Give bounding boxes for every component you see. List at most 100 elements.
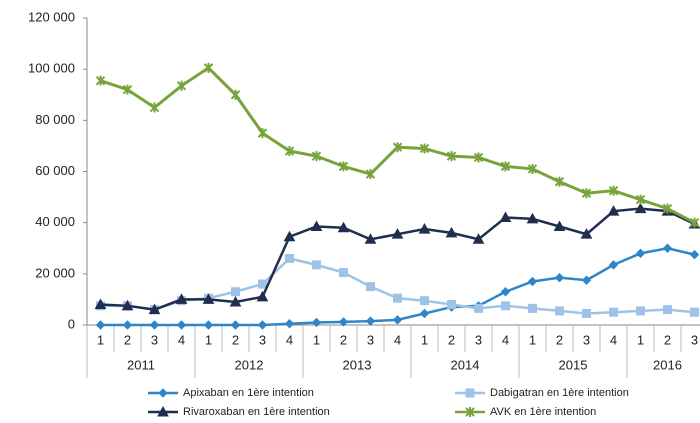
marker <box>230 320 241 330</box>
marker <box>149 102 160 113</box>
chart-body: 0 20 000 40 000 60 000 80 000 100 000 120 000 1… <box>28 9 700 418</box>
x-tick-label: 4 <box>178 332 185 347</box>
marker <box>230 89 241 100</box>
marker <box>338 317 349 327</box>
marker <box>553 220 566 232</box>
marker <box>500 287 511 297</box>
marker <box>581 275 592 285</box>
year-label: 2015 <box>559 357 588 372</box>
series-line <box>100 257 695 315</box>
x-tick-label: 3 <box>367 332 374 347</box>
marker <box>365 169 376 180</box>
marker <box>121 299 134 311</box>
y-tick-label: 100 000 <box>28 61 75 76</box>
marker <box>337 221 350 233</box>
marker <box>148 303 161 315</box>
marker <box>419 143 430 154</box>
marker <box>465 407 475 417</box>
marker <box>285 253 294 263</box>
marker <box>500 161 511 172</box>
marker <box>635 248 646 259</box>
marker <box>446 151 457 162</box>
x-tick-label: 1 <box>529 332 536 347</box>
marker <box>690 307 699 317</box>
marker <box>149 320 160 330</box>
x-tick-label: 2 <box>124 332 131 347</box>
year-label: 2016 <box>653 357 682 372</box>
marker <box>339 268 348 278</box>
marker <box>608 260 619 270</box>
marker <box>94 298 107 310</box>
marker <box>526 212 539 224</box>
marker <box>258 279 267 289</box>
marker <box>311 317 322 328</box>
marker <box>609 307 618 317</box>
marker <box>608 185 619 196</box>
marker <box>418 223 431 234</box>
x-tick-label: 2 <box>232 332 239 347</box>
marker <box>555 306 564 316</box>
marker <box>582 308 591 318</box>
marker <box>366 282 375 292</box>
y-tick-label: 0 <box>68 316 75 331</box>
x-tick-label: 1 <box>421 332 428 347</box>
marker <box>635 194 646 205</box>
marker <box>122 84 133 95</box>
marker <box>311 151 322 162</box>
x-tick-label: 2 <box>556 332 563 347</box>
x-tick-label: 2 <box>664 332 671 347</box>
marker <box>158 388 168 398</box>
marker <box>473 152 484 163</box>
marker <box>465 388 475 398</box>
marker <box>122 320 133 330</box>
marker <box>283 230 296 242</box>
marker <box>176 320 187 330</box>
y-tick-label: 80 000 <box>35 112 75 127</box>
x-tick-label: 2 <box>448 332 455 347</box>
marker <box>419 308 430 319</box>
marker <box>445 226 458 238</box>
marker <box>393 293 402 303</box>
marker <box>662 203 673 214</box>
year-label: 2013 <box>343 357 372 372</box>
marker <box>636 306 645 316</box>
marker <box>662 243 673 253</box>
legend-label: Apixaban en 1ère intention <box>183 387 314 399</box>
marker <box>527 163 538 174</box>
marker <box>474 303 483 313</box>
x-tick-label: 4 <box>502 332 509 347</box>
marker <box>310 220 323 232</box>
marker <box>392 315 403 325</box>
marker <box>175 293 188 304</box>
marker <box>554 176 565 187</box>
marker <box>203 320 214 330</box>
y-tick-label: 120 000 <box>28 9 75 24</box>
marker <box>256 290 269 302</box>
marker <box>257 320 268 330</box>
marker <box>203 62 214 73</box>
marker <box>391 228 404 239</box>
marker <box>499 211 512 223</box>
marker <box>580 228 593 239</box>
marker <box>689 217 700 228</box>
marker <box>634 202 647 214</box>
marker <box>472 233 485 244</box>
year-label: 2012 <box>235 357 264 372</box>
marker <box>663 305 672 315</box>
year-label: 2014 <box>451 357 480 372</box>
marker <box>392 142 403 153</box>
marker <box>528 303 537 313</box>
marker <box>447 300 456 310</box>
marker <box>312 260 321 270</box>
legend-label: AVK en 1ère intention <box>490 406 596 418</box>
marker <box>257 128 268 139</box>
marker <box>527 276 538 287</box>
year-label: 2011 <box>127 357 155 372</box>
legend-label: Dabigatran en 1ère intention <box>490 387 629 399</box>
marker <box>95 75 106 86</box>
x-tick-label: 3 <box>259 332 266 347</box>
x-tick-label: 3 <box>475 332 482 347</box>
x-tick-label: 3 <box>691 332 698 347</box>
marker <box>202 293 215 304</box>
